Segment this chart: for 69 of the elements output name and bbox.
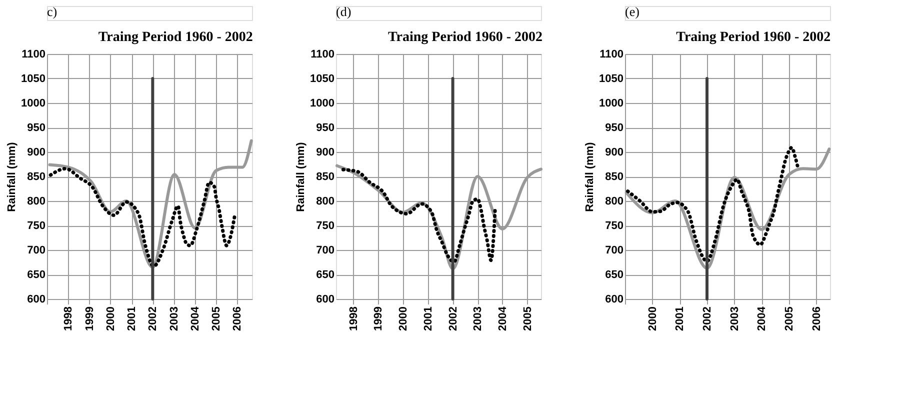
- y-tick-label: 1100: [310, 48, 334, 60]
- y-tick-label: 700: [316, 244, 334, 256]
- x-tick-label: 2002: [447, 306, 460, 331]
- y-tick-label: 1050: [310, 73, 334, 85]
- x-tick-label: 2006: [810, 306, 823, 331]
- x-tick-label: 2003: [472, 306, 484, 331]
- line-series: [626, 146, 800, 264]
- x-tick-label: 2000: [398, 306, 410, 331]
- y-tick-label: 850: [27, 171, 46, 183]
- y-tick-label: 1000: [21, 98, 46, 110]
- y-tick-label: 850: [316, 171, 334, 183]
- x-tick-label: 2004: [756, 306, 768, 331]
- y-tick-label: 800: [605, 196, 624, 208]
- x-tick-label: 2003: [728, 306, 741, 331]
- x-tick-label: 2000: [104, 306, 117, 331]
- chart-title: Traing Period 1960 - 2002: [676, 30, 831, 45]
- x-tick-label: 2005: [210, 306, 223, 331]
- y-tick-label: 650: [605, 269, 624, 281]
- y-tick-label: 950: [27, 122, 46, 134]
- x-tick-label: 2003: [168, 306, 180, 331]
- x-tick-label: 2004: [189, 306, 202, 331]
- x-tick-label: 2002: [147, 306, 160, 331]
- y-tick-label: 850: [605, 171, 624, 183]
- y-tick-label: 1100: [600, 48, 624, 60]
- y-tick-label: 1000: [599, 98, 624, 110]
- text: (e): [625, 4, 640, 19]
- x-tick-label: 1999: [372, 306, 385, 331]
- y-tick-label: 1050: [21, 73, 46, 85]
- chart-title: Traing Period 1960 - 2002: [98, 30, 253, 45]
- y-tick-label: 800: [316, 196, 334, 208]
- x-tick-label: 1998: [348, 306, 360, 331]
- x-tick-label: 2005: [784, 306, 796, 331]
- x-tick-label: 1998: [62, 306, 75, 331]
- x-tick-label: 2005: [522, 306, 534, 331]
- y-axis-title: Rainfall (mm): [584, 142, 596, 212]
- y-tick-label: 650: [27, 269, 46, 281]
- y-tick-label: 750: [27, 220, 46, 232]
- y-tick-label: 600: [27, 294, 46, 306]
- y-tick-label: 900: [316, 146, 334, 158]
- y-tick-label: 700: [605, 244, 624, 256]
- x-tick-label: 2002: [702, 306, 714, 331]
- x-tick-label: 2001: [126, 306, 138, 331]
- chart-title: Traing Period 1960 - 2002: [388, 30, 542, 45]
- y-tick-label: 950: [316, 122, 334, 134]
- y-axis-title: Rainfall (mm): [6, 142, 18, 212]
- y-tick-label: 750: [316, 220, 334, 232]
- y-tick-label: 1100: [22, 48, 46, 60]
- y-tick-label: 650: [316, 269, 334, 281]
- x-tick-label: 2001: [422, 306, 434, 331]
- text: (d): [336, 4, 352, 19]
- y-axis-title: Rainfall (mm): [295, 142, 308, 212]
- line-series: [48, 166, 236, 268]
- y-tick-label: 950: [605, 122, 624, 134]
- x-tick-label: 2006: [232, 306, 244, 331]
- y-tick-label: 1050: [599, 73, 624, 85]
- x-tick-label: 2000: [646, 306, 659, 331]
- y-tick-label: 600: [605, 294, 624, 306]
- x-tick-label: 2001: [674, 306, 686, 331]
- y-tick-label: 600: [316, 294, 334, 306]
- x-tick-label: 1999: [84, 306, 96, 331]
- x-tick-label: 2004: [496, 306, 509, 331]
- y-tick-label: 700: [27, 244, 46, 256]
- y-tick-label: 750: [605, 220, 624, 232]
- y-tick-label: 900: [27, 146, 46, 158]
- line-series: [341, 168, 497, 264]
- y-tick-label: 900: [605, 146, 624, 158]
- y-tick-label: 800: [27, 196, 46, 208]
- y-tick-label: 1000: [310, 98, 334, 110]
- text: c): [47, 4, 58, 19]
